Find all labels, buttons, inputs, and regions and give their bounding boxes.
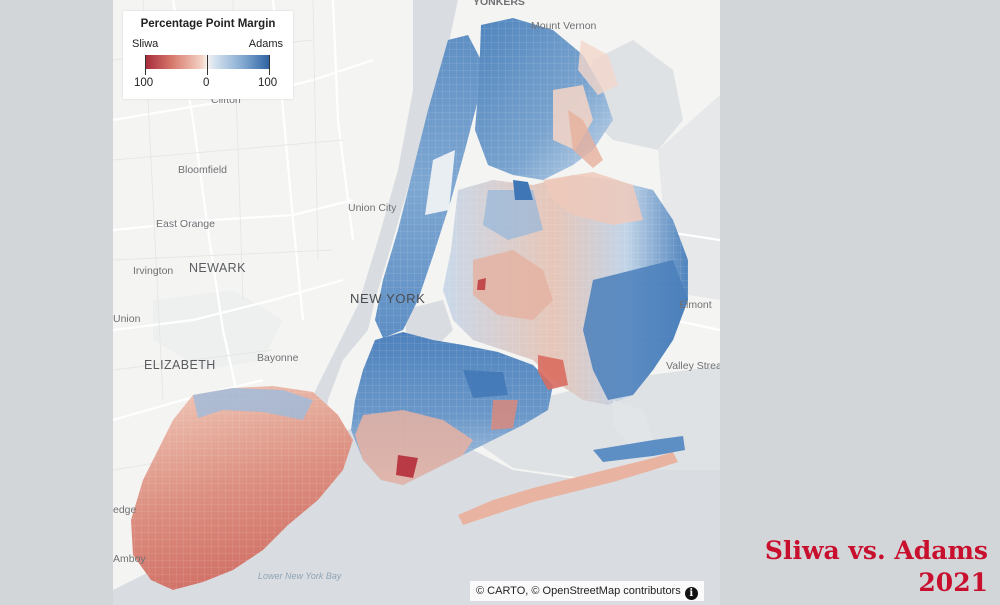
jackson-heights-tracts: [483, 190, 543, 240]
manhattan-tracts: [375, 35, 481, 338]
brighton-beach-tract: [396, 455, 418, 478]
rockaway-peninsula[interactable]: [458, 452, 678, 525]
central-park: [425, 150, 455, 215]
legend-right-label: Adams: [248, 38, 283, 50]
caption-year: 2021: [918, 568, 988, 597]
legend-tick-right: [269, 55, 270, 75]
place-valley-stream: Valley Strea: [666, 360, 720, 372]
place-mount-vernon: Mount Vernon: [531, 20, 597, 32]
legend-title: Percentage Point Margin: [140, 18, 276, 30]
staten-island-north-shore: [193, 388, 313, 420]
place-irvington: Irvington: [133, 265, 174, 277]
place-bayonne: Bayonne: [257, 352, 299, 364]
caption: Sliwa vs. Adams 2021: [765, 535, 988, 599]
howard-beach-tract: [538, 355, 568, 390]
place-union: Union: [113, 313, 141, 325]
place-union-city: Union City: [348, 202, 397, 214]
legend-tick-center: [207, 55, 208, 75]
margin-legend: Percentage Point Margin Sliwa Adams 100 …: [123, 11, 293, 99]
map-attribution[interactable]: © CARTO, © OpenStreetMap contributors i: [470, 581, 704, 601]
legend-tick-left: [145, 55, 146, 75]
flatbush-tracts: [463, 370, 508, 398]
far-rockaway-tracts: [593, 436, 685, 462]
south-brooklyn-tracts: [355, 410, 473, 485]
place-edge: edge: [113, 504, 137, 516]
place-yonkers: YONKERS: [473, 0, 525, 8]
legend-tick-label-center: 0: [203, 77, 210, 89]
place-bloomfield: Bloomfield: [178, 164, 228, 176]
attribution-text[interactable]: © CARTO, © OpenStreetMap contributors: [476, 585, 681, 597]
place-newark: NEWARK: [189, 261, 246, 275]
place-elizabeth: ELIZABETH: [144, 358, 216, 372]
legend-tick-label-left: 100: [134, 77, 154, 89]
place-amboy: Amboy: [113, 553, 146, 565]
whitestone-tracts: [543, 172, 643, 225]
staten-island-tracts: [131, 386, 353, 590]
middle-village-tracts: [473, 250, 553, 320]
caption-title: Sliwa vs. Adams: [764, 536, 988, 565]
map-canvas[interactable]: YONKERS Mount Vernon Clifton Bloomfield …: [113, 0, 720, 605]
place-east-orange: East Orange: [156, 218, 215, 230]
bronx-northeast-tracts: [578, 40, 618, 95]
basemap-svg: [113, 0, 720, 605]
marine-park-tract: [491, 400, 518, 430]
road-network: [113, 0, 720, 422]
southeast-queens-tracts: [583, 260, 688, 400]
place-new-york: NEW YORK: [350, 291, 426, 306]
info-icon[interactable]: i: [684, 587, 698, 600]
legend-left-label: Sliwa: [132, 38, 159, 50]
place-lower-bay: Lower New York Bay: [258, 571, 342, 581]
laguardia-area: [513, 180, 533, 200]
jfk-airport-area: [613, 400, 653, 444]
throgs-neck-tracts: [568, 110, 603, 168]
place-elmont: Elmont: [679, 299, 712, 311]
legend-tick-label-right: 100: [258, 77, 278, 89]
small-red-tract: [477, 278, 486, 290]
